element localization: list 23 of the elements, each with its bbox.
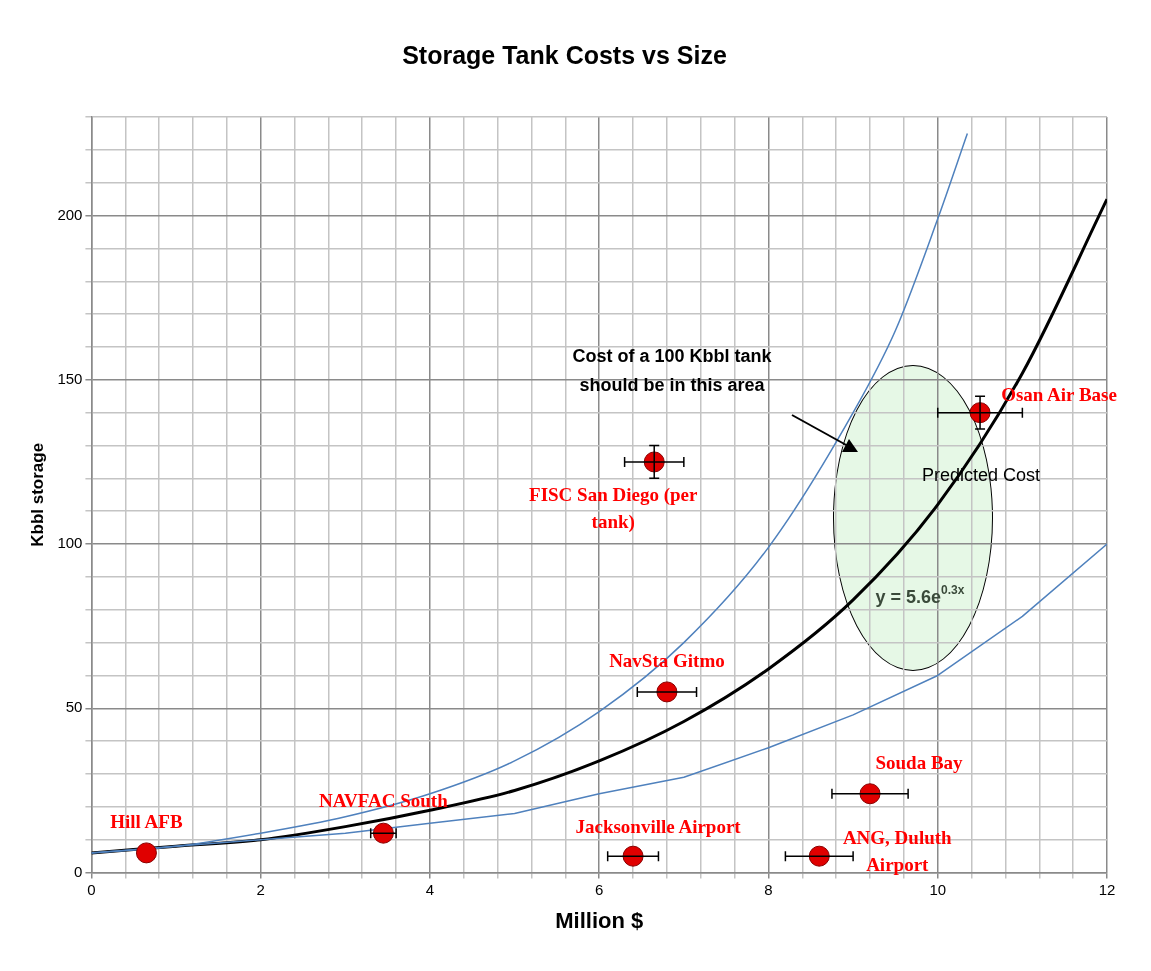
- annotation: Cost of a 100 Kbbl tank should be in this area: [572, 346, 773, 396]
- y-tick-label: 200: [57, 205, 83, 223]
- x-tick-label: 6: [595, 880, 604, 898]
- series-label: Jacksonville Airport: [575, 816, 742, 838]
- series-label: ANG, Duluth Airport: [842, 826, 953, 875]
- y-tick-label: 150: [57, 369, 83, 387]
- x-tick-label: 0: [87, 880, 96, 898]
- x-tick-label: 4: [425, 880, 435, 898]
- y-axis-title: Kbbl storage: [27, 442, 47, 547]
- y-tick-label: 50: [65, 698, 83, 716]
- y-tick-label: 0: [74, 862, 83, 880]
- series-label: Souda Bay: [875, 751, 964, 773]
- x-tick-label: 2: [256, 880, 265, 898]
- x-tick-label: 8: [764, 880, 773, 898]
- y-tick-label: 100: [57, 534, 83, 552]
- text: FISC San Diego (per tank): [529, 484, 698, 534]
- x-axis-title: Million $: [555, 907, 644, 933]
- series-label: NAVFAC South: [319, 790, 449, 812]
- point: [135, 842, 157, 864]
- x-tick-label: 12: [1098, 880, 1116, 898]
- chart-title: Storage Tank Costs vs Size: [402, 40, 727, 69]
- x-tick-label: 10: [929, 880, 947, 898]
- series-label: Hill AFB: [110, 810, 183, 832]
